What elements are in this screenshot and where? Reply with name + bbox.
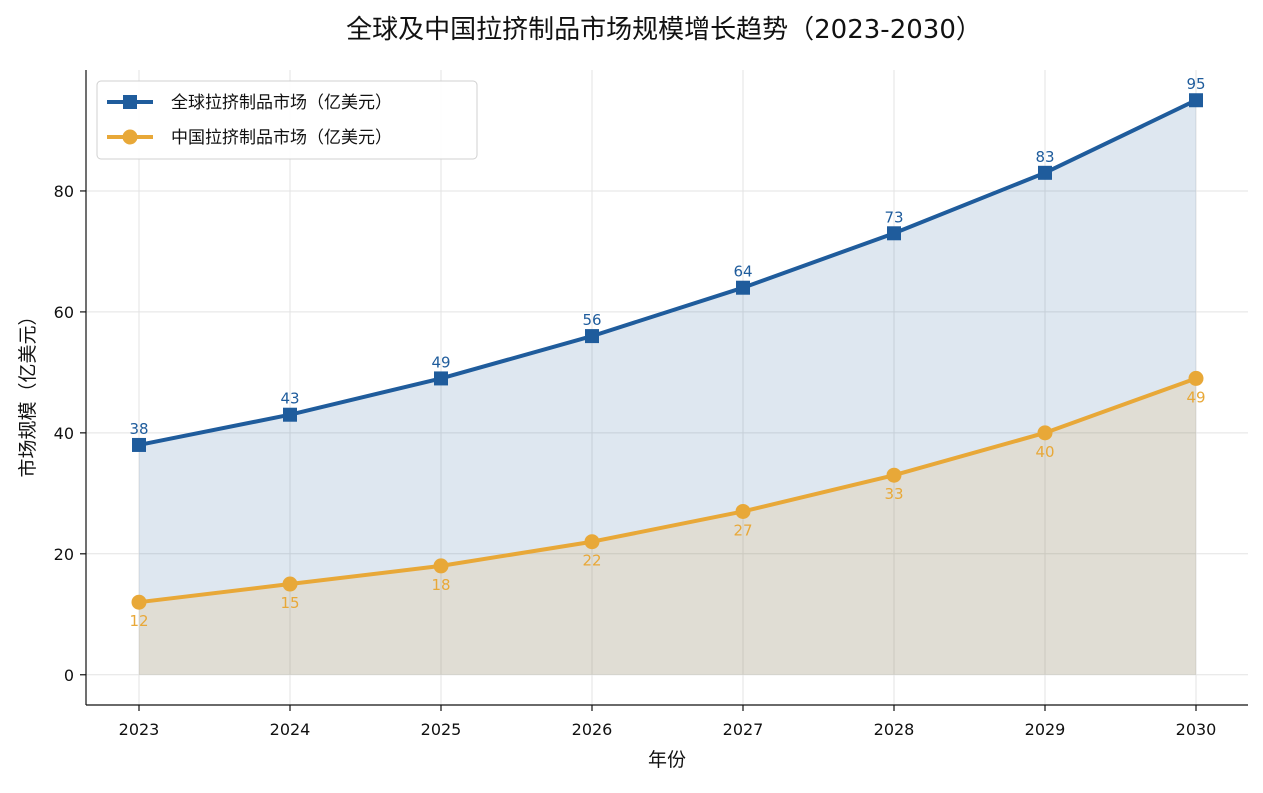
y-tick-label: 20 bbox=[54, 545, 74, 564]
x-tick-label: 2028 bbox=[874, 720, 915, 739]
data-label-series-1: 15 bbox=[280, 594, 299, 612]
data-label-series-0: 43 bbox=[280, 390, 299, 408]
legend-entry-label: 全球拉挤制品市场（亿美元） bbox=[171, 93, 392, 113]
data-label-series-0: 95 bbox=[1186, 75, 1205, 93]
data-label-series-1: 40 bbox=[1035, 443, 1054, 461]
filled-areas bbox=[139, 100, 1196, 675]
data-point-series-0 bbox=[887, 226, 901, 241]
x-tick-label: 2023 bbox=[119, 720, 160, 739]
grid-lines bbox=[86, 70, 1248, 705]
y-tick-label: 0 bbox=[64, 666, 74, 685]
series-markers bbox=[131, 93, 1204, 610]
data-point-series-0 bbox=[283, 407, 297, 422]
data-label-series-0: 56 bbox=[582, 311, 601, 329]
data-point-series-0 bbox=[1189, 93, 1203, 108]
x-tick-label: 2030 bbox=[1176, 720, 1217, 739]
legend-marker-circle bbox=[122, 129, 138, 145]
data-label-series-0: 83 bbox=[1035, 148, 1054, 166]
data-label-series-1: 18 bbox=[431, 576, 450, 594]
data-point-series-0 bbox=[132, 437, 146, 452]
data-point-series-1 bbox=[886, 467, 902, 483]
data-point-series-1 bbox=[433, 558, 449, 574]
chart-title: 全球及中国拉挤制品市场规模增长趋势（2023-2030） bbox=[346, 15, 982, 45]
data-label-series-0: 64 bbox=[733, 263, 752, 281]
legend-box bbox=[96, 80, 478, 160]
x-tick-label: 2029 bbox=[1025, 720, 1066, 739]
data-label-series-0: 38 bbox=[129, 420, 148, 438]
x-tick-label: 2026 bbox=[572, 720, 613, 739]
data-point-series-1 bbox=[131, 594, 147, 610]
x-tick-label: 2027 bbox=[723, 720, 764, 739]
series-lines bbox=[137, 98, 1198, 605]
y-tick-label: 60 bbox=[54, 303, 74, 322]
data-label-series-1: 33 bbox=[884, 485, 903, 503]
area-series-1 bbox=[139, 378, 1196, 675]
data-label-series-0: 49 bbox=[431, 353, 450, 371]
data-label-series-0: 73 bbox=[884, 208, 903, 226]
data-label-series-1: 12 bbox=[129, 612, 148, 630]
data-label-series-1: 49 bbox=[1186, 388, 1205, 406]
data-label-series-1: 27 bbox=[733, 521, 752, 539]
legend-entry-label: 中国拉挤制品市场（亿美元） bbox=[171, 128, 392, 148]
data-point-series-1 bbox=[1188, 370, 1204, 386]
line-series-0 bbox=[137, 98, 1198, 447]
data-point-series-1 bbox=[282, 576, 298, 592]
data-label-series-1: 22 bbox=[582, 552, 601, 570]
data-point-series-0 bbox=[585, 329, 599, 344]
x-tick-label: 2025 bbox=[421, 720, 462, 739]
line-series-1 bbox=[137, 376, 1198, 605]
data-point-series-1 bbox=[584, 534, 600, 550]
legend-marker-square bbox=[123, 95, 137, 109]
data-point-series-0 bbox=[1038, 165, 1052, 180]
data-labels: 38 43 49 56 64 73 83 95 12 15 18 22 27 33 40 49 bbox=[129, 75, 1205, 630]
y-tick-label: 40 bbox=[54, 424, 74, 443]
data-point-series-1 bbox=[735, 503, 751, 519]
data-point-series-0 bbox=[434, 371, 448, 386]
data-point-series-0 bbox=[736, 280, 750, 295]
axes: 0 20 40 60 80 2023 2024 2025 2026 2027 2028 2029 203… bbox=[54, 70, 1248, 739]
area-series-0 bbox=[139, 100, 1196, 675]
data-point-series-1 bbox=[1037, 425, 1053, 441]
y-axis-label: 市场规模（亿美元） bbox=[17, 306, 39, 477]
x-axis-label: 年份 bbox=[648, 749, 686, 771]
y-tick-label: 80 bbox=[54, 182, 74, 201]
x-tick-label: 2024 bbox=[270, 720, 311, 739]
legend: 全球拉挤制品市场（亿美元） 中国拉挤制品市场（亿美元） bbox=[96, 80, 478, 160]
